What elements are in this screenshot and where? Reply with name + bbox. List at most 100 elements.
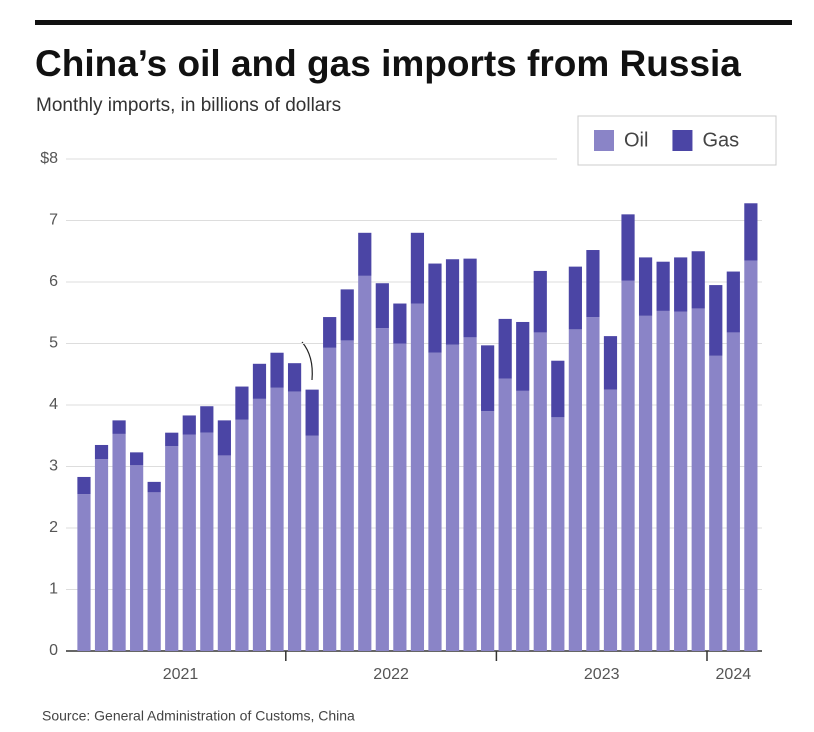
bar-segment — [691, 251, 705, 309]
bar-segment — [270, 352, 284, 388]
bar-segment — [270, 387, 284, 651]
bar-segment — [287, 363, 302, 392]
bar-segment — [252, 363, 267, 399]
legend-label: Oil — [624, 129, 648, 151]
bar-segment — [516, 390, 530, 651]
bar-segment — [323, 317, 337, 348]
bar-segment — [147, 481, 161, 493]
bar-segment — [182, 434, 196, 651]
legend-swatch — [594, 130, 614, 151]
bar-segment — [305, 435, 319, 651]
bar-segment — [586, 250, 600, 318]
y-tick-label: 4 — [49, 396, 58, 413]
bar-segment — [533, 270, 547, 333]
bar-segment — [217, 455, 231, 651]
bar-segment — [621, 280, 635, 651]
bar-segment — [709, 355, 723, 651]
bar-segment — [217, 420, 231, 456]
bar-segment — [726, 271, 740, 333]
bar-segment — [481, 411, 495, 651]
y-tick-label: 2 — [49, 519, 58, 536]
bar-segment — [200, 432, 214, 651]
bar-segment — [744, 260, 758, 651]
bar-segment — [463, 258, 477, 338]
bar-segment — [77, 476, 91, 495]
top-rule — [35, 20, 792, 25]
bar-segment — [375, 328, 389, 651]
y-tick-label: 6 — [49, 273, 58, 290]
bar-segment — [165, 446, 179, 651]
bar-segment — [235, 419, 249, 651]
bar-segment — [551, 417, 565, 651]
bar-segment — [77, 494, 91, 651]
bar-segment — [410, 232, 425, 304]
y-tick-label: 0 — [49, 642, 58, 659]
bar-segment — [130, 465, 144, 651]
legend-swatch — [672, 130, 693, 151]
bar-segment — [130, 452, 144, 466]
bar-segment — [445, 344, 460, 651]
bar-segment — [94, 459, 109, 651]
bar-segment — [744, 203, 758, 261]
bar-segment — [726, 332, 740, 651]
bar-segment — [656, 310, 670, 651]
bar-segment — [200, 406, 214, 433]
bar-segment — [498, 318, 512, 379]
bar-segment — [709, 285, 723, 356]
bar-segment — [94, 444, 109, 460]
bar-segment — [621, 214, 635, 281]
bar-segment — [358, 232, 372, 276]
bar-segment — [393, 343, 407, 651]
bar-segment — [481, 345, 495, 412]
bar-segment — [112, 433, 126, 651]
bar-segment — [656, 261, 670, 311]
chart-title: China’s oil and gas imports from Russia — [35, 43, 741, 84]
bar-segment — [235, 386, 249, 420]
annotation-curve — [301, 341, 313, 381]
bar-segment — [691, 308, 705, 651]
x-tick-label: 2023 — [584, 666, 620, 683]
bar-segment — [638, 257, 653, 316]
bar-segment — [323, 347, 337, 651]
bar-segment — [287, 391, 302, 651]
y-tick-label: 5 — [49, 335, 58, 352]
bar-segment — [586, 317, 600, 651]
bar-segment — [674, 311, 688, 651]
x-tick-label: 2024 — [716, 666, 752, 683]
bar-segment — [428, 352, 442, 651]
bar-segment — [147, 492, 161, 651]
bar-segment — [498, 378, 512, 651]
bar-segment — [112, 420, 126, 434]
bar-segment — [568, 266, 582, 330]
bar-segment — [445, 259, 460, 345]
bar-segment — [516, 321, 530, 391]
y-tick-label: 1 — [49, 581, 58, 598]
bar-segment — [358, 275, 372, 651]
x-tick-label: 2021 — [163, 666, 199, 683]
y-tick-label: $8 — [40, 150, 58, 167]
source-note: Source: General Administration of Custom… — [42, 708, 355, 724]
bar-segment — [638, 315, 653, 651]
bar-segment — [463, 337, 477, 651]
bar-segment — [340, 340, 354, 651]
bar-segment — [551, 360, 565, 418]
bar-segment — [428, 263, 442, 353]
bar-segment — [182, 415, 196, 435]
bar-segment — [568, 329, 582, 651]
bar-segment — [603, 336, 618, 390]
y-tick-label: 3 — [49, 458, 58, 475]
legend-label: Gas — [702, 129, 739, 151]
bar-segment — [340, 289, 354, 341]
bar-segment — [375, 283, 389, 329]
x-tick-label: 2022 — [373, 666, 409, 683]
bar-segment — [533, 332, 547, 651]
bar-segment — [165, 432, 179, 447]
bar-segment — [603, 389, 618, 651]
y-tick-label: 7 — [49, 212, 58, 229]
bar-segment — [410, 303, 425, 651]
bar-segment — [674, 257, 688, 312]
chart-subtitle: Monthly imports, in billions of dollars — [36, 95, 341, 116]
bar-segment — [305, 389, 319, 436]
bar-segment — [252, 398, 267, 651]
